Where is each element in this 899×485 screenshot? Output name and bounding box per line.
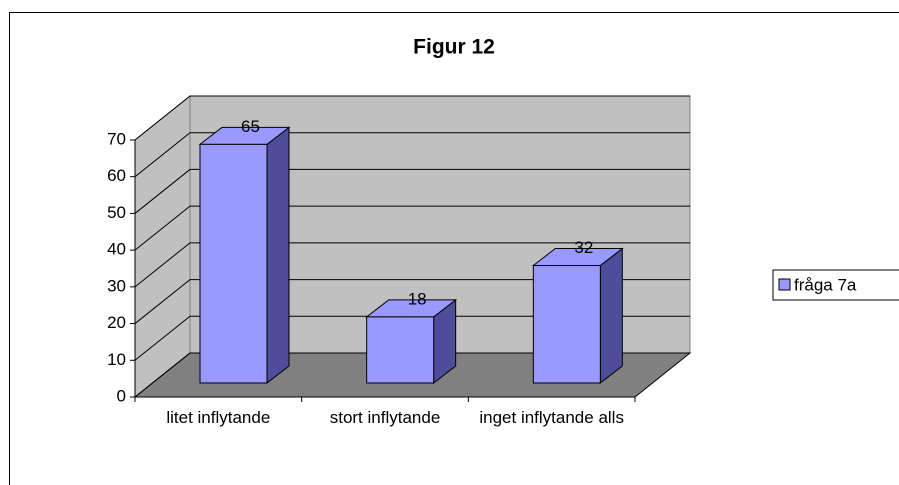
- bar-side: [599, 247, 623, 385]
- legend-label: fråga 7a: [794, 275, 857, 294]
- bar: [366, 316, 435, 384]
- grid-line: [134, 168, 690, 214]
- y-tick-label: 10: [107, 350, 126, 369]
- bar: [199, 143, 268, 384]
- y-tick-label: 0: [117, 386, 126, 405]
- y-tick-label: 60: [107, 166, 126, 185]
- y-tick-label: 50: [107, 203, 126, 222]
- grid-line: [134, 205, 690, 251]
- bar: [532, 265, 601, 384]
- chart-title: Figur 12: [413, 36, 495, 59]
- side-wall: [134, 94, 191, 399]
- data-label: 65: [241, 117, 260, 136]
- legend-marker: [778, 278, 791, 291]
- y-tick-label: 30: [107, 276, 126, 295]
- grid-line: [134, 242, 690, 288]
- x-tick-label: litet inflytande: [166, 408, 271, 427]
- bar-side: [266, 126, 290, 385]
- grid-line: [134, 279, 690, 324]
- grid-line: [134, 315, 690, 361]
- x-tick-label: stort inflytande: [329, 408, 441, 427]
- x-tick-label: inget inflytande alls: [479, 408, 624, 427]
- grid-line: [134, 132, 690, 178]
- y-tick-label: 40: [107, 240, 126, 259]
- grid-line: [134, 352, 690, 398]
- grid-line: [134, 95, 690, 141]
- data-label: 18: [408, 289, 427, 308]
- y-tick-label: 20: [107, 313, 126, 332]
- legend-box: [772, 269, 899, 301]
- y-tick-label: 70: [107, 129, 126, 148]
- data-label: 32: [574, 238, 593, 257]
